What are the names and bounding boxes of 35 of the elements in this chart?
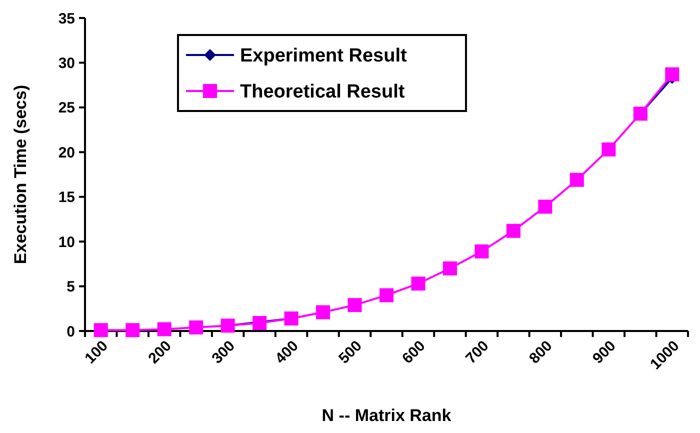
point [189,320,204,334]
x-tick-label: 800 [526,338,556,368]
x-tick-label: 100 [82,338,112,368]
y-tick-label: 5 [66,278,75,296]
x-tick-label: 200 [145,338,175,368]
point [602,142,616,156]
x-tick-label: 600 [399,338,429,368]
point [506,224,520,238]
y-tick-label: 30 [58,54,75,72]
x-tick-label: 400 [272,338,302,368]
y-tick-label: 25 [58,100,75,117]
x-tick-label: 500 [336,338,366,368]
point [316,305,330,320]
point [157,322,172,336]
y-tick-label: 20 [58,144,75,162]
point [411,276,426,291]
point [442,261,457,276]
legend-label: Theoretical Result [240,82,406,103]
y-tick-label: 15 [58,189,75,206]
x-tick-label: 300 [208,338,238,368]
point [538,200,552,214]
legend-label: Experiment Result [240,46,408,67]
y-tick-label: 10 [58,234,75,251]
point [348,298,362,312]
x-axis-title: N -- Matrix Rank [322,406,452,425]
point [94,323,108,338]
x-tick-label: 900 [589,338,620,368]
point [474,244,489,258]
point [126,323,140,338]
point [380,288,394,302]
y-axis-title: Execution Time (secs) [11,84,30,264]
y-tick-label: 0 [66,323,75,340]
y-tick-label: 35 [58,10,75,28]
x-tick-label: 700 [462,338,492,368]
point [570,172,584,187]
